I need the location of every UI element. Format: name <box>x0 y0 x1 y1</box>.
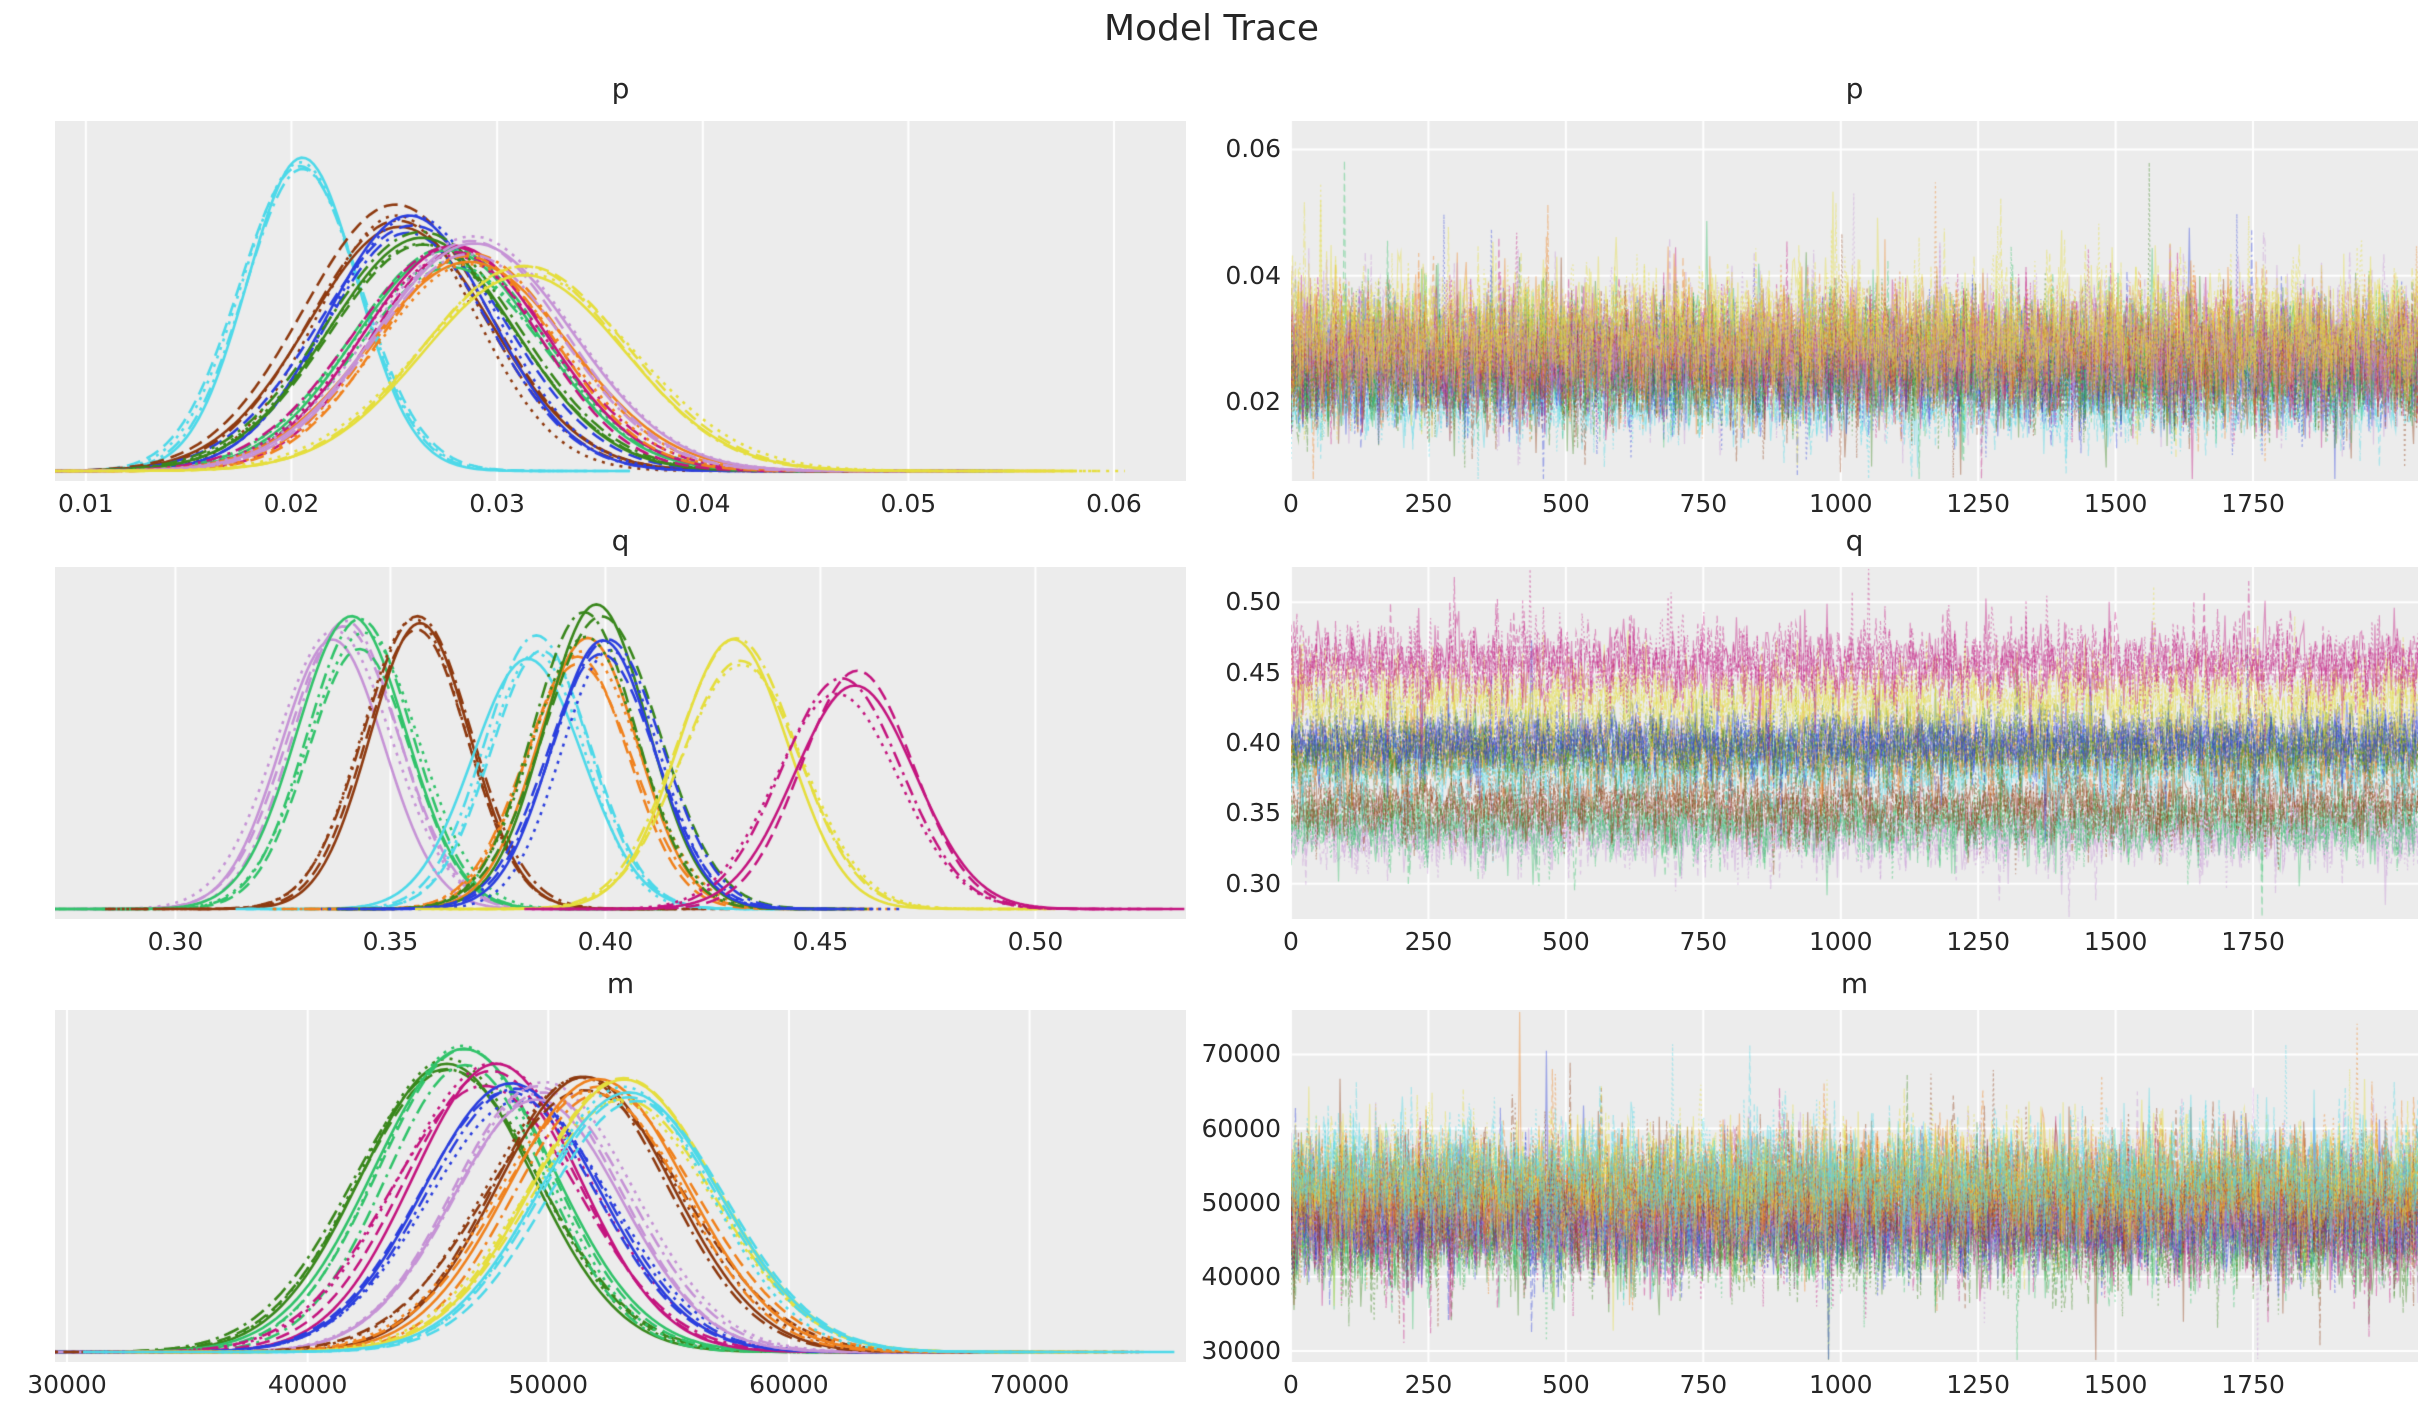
x-tick-label: 1500 <box>2083 489 2148 518</box>
y-tick-label: 0.40 <box>1225 728 1281 757</box>
x-tick-label: 50000 <box>508 1370 589 1399</box>
y-tick-label: 40000 <box>1201 1261 1281 1291</box>
y-tick-label: 0.30 <box>1225 868 1281 898</box>
x-tick-label: 750 <box>1679 489 1728 518</box>
x-tick-label: 1750 <box>2221 489 2285 518</box>
q-density-plot <box>55 567 1186 919</box>
y-tick-label: 0.35 <box>1225 798 1281 828</box>
x-tick-label: 0.06 <box>1086 489 1142 518</box>
x-tick-label: 0.45 <box>792 927 849 956</box>
x-tick-label: 250 <box>1404 489 1453 518</box>
y-tick-label: 0.06 <box>1225 134 1281 164</box>
x-tick-label: 30000 <box>27 1370 107 1399</box>
x-tick-label: 750 <box>1679 1370 1728 1399</box>
m-trace-plot <box>1291 1010 2418 1362</box>
y-tick-label: 70000 <box>1201 1039 1281 1069</box>
x-tick-label: 1250 <box>1946 927 2010 956</box>
x-tick-label: 70000 <box>989 1370 1070 1399</box>
x-tick-label: 1000 <box>1808 1370 1873 1399</box>
x-tick-label: 500 <box>1542 489 1590 518</box>
x-tick-label: 0.03 <box>469 489 525 518</box>
x-tick-label: 1000 <box>1808 489 1873 518</box>
x-tick-label: 1500 <box>2083 927 2148 956</box>
x-tick-label: 0.35 <box>362 927 419 956</box>
x-tick-label: 0.05 <box>880 489 937 518</box>
subplot-title-p-trace: p <box>1845 72 1864 105</box>
x-tick-label: 60000 <box>749 1370 829 1399</box>
x-tick-label: 500 <box>1542 927 1590 956</box>
q-trace-plot <box>1291 567 2418 919</box>
x-tick-label: 250 <box>1404 1370 1453 1399</box>
subplot-title-p-density: p <box>611 72 630 105</box>
p-density-plot <box>55 121 1186 481</box>
x-tick-label: 0.40 <box>577 927 634 956</box>
y-tick-label: 0.02 <box>1225 387 1281 417</box>
x-tick-label: 250 <box>1404 927 1453 956</box>
x-tick-label: 40000 <box>267 1370 348 1399</box>
figure-title: Model Trace <box>1103 8 1320 49</box>
subplot-title-q-trace: q <box>1845 524 1864 557</box>
subplot-title-q-density: q <box>611 524 630 557</box>
y-tick-label: 0.04 <box>1225 260 1281 290</box>
x-tick-label: 0 <box>1283 489 1299 518</box>
x-tick-label: 0.30 <box>147 927 204 956</box>
x-tick-label: 750 <box>1679 927 1728 956</box>
x-tick-label: 1750 <box>2221 1370 2285 1399</box>
x-tick-label: 0 <box>1283 927 1299 956</box>
x-tick-label: 0.01 <box>58 489 114 518</box>
x-tick-label: 500 <box>1542 1370 1590 1399</box>
y-tick-label: 60000 <box>1201 1113 1281 1143</box>
y-tick-label: 0.50 <box>1225 587 1281 617</box>
p-trace-plot <box>1291 121 2418 481</box>
x-tick-label: 0.50 <box>1007 927 1064 956</box>
subplot-title-m-density: m <box>606 967 635 1000</box>
m-density-plot <box>55 1010 1186 1362</box>
x-tick-label: 1250 <box>1946 489 2010 518</box>
x-tick-label: 0 <box>1283 1370 1299 1399</box>
x-tick-label: 1000 <box>1808 927 1873 956</box>
subplot-title-m-trace: m <box>1840 967 1869 1000</box>
y-tick-label: 50000 <box>1201 1187 1281 1217</box>
x-tick-label: 1250 <box>1946 1370 2010 1399</box>
y-tick-label: 30000 <box>1201 1335 1281 1365</box>
x-tick-label: 0.02 <box>263 489 320 518</box>
y-tick-label: 0.45 <box>1225 657 1281 687</box>
x-tick-label: 1500 <box>2083 1370 2148 1399</box>
x-tick-label: 1750 <box>2221 927 2285 956</box>
x-tick-label: 0.04 <box>674 489 731 518</box>
